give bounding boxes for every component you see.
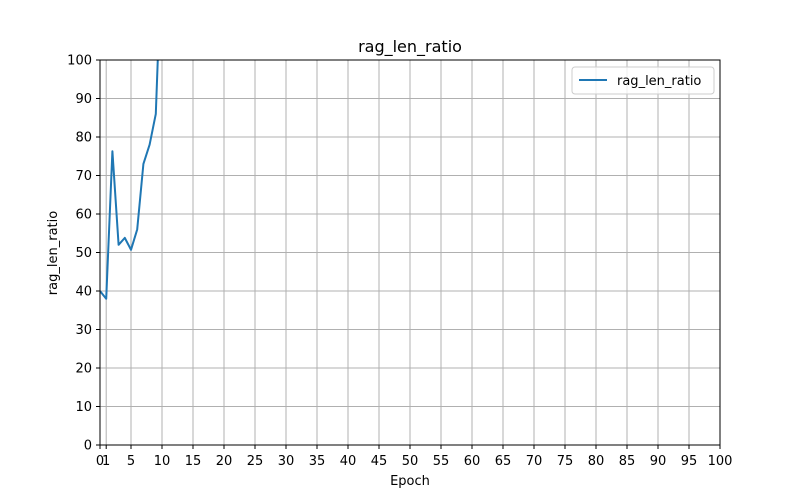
x-tick-label: 65 — [495, 454, 512, 469]
legend: rag_len_ratio — [571, 66, 715, 95]
x-tick-label: 80 — [588, 454, 605, 469]
x-tick-label: 55 — [433, 454, 450, 469]
x-tick-label: 1 — [102, 454, 110, 469]
x-tick-label: 15 — [185, 454, 202, 469]
x-tick-label: 50 — [402, 454, 419, 469]
x-tick-label: 20 — [216, 454, 233, 469]
series-line — [100, 60, 159, 300]
x-tick-label: 85 — [619, 454, 636, 469]
x-tick-label: 75 — [557, 454, 574, 469]
chart-title: rag_len_ratio — [358, 37, 462, 57]
y-tick-label: 50 — [75, 246, 92, 261]
grid — [99, 59, 721, 446]
x-tick-label: 35 — [309, 454, 326, 469]
x-tick-label: 25 — [247, 454, 264, 469]
x-axis: 0 5 10 15 20 25 30 35 40 45 50 55 60 65 70 75 80 85 90 95 10… — [96, 445, 733, 469]
y-tick-label: 70 — [75, 169, 92, 184]
y-tick-label: 80 — [75, 131, 92, 146]
y-tick-label: 40 — [75, 285, 92, 300]
legend-label: rag_len_ratio — [617, 74, 701, 89]
series-group — [100, 60, 159, 300]
x-tick-label: 90 — [650, 454, 667, 469]
x-tick-label: 70 — [526, 454, 543, 469]
y-tick-label: 0 — [84, 439, 92, 454]
x-tick-label: 40 — [340, 454, 357, 469]
y-tick-label: 20 — [75, 362, 92, 377]
legend-box — [571, 66, 715, 95]
x-tick-label: 100 — [708, 454, 733, 469]
x-tick-label: 60 — [464, 454, 481, 469]
x-tick-label: 95 — [681, 454, 698, 469]
y-axis-label: rag_len_ratio — [46, 211, 61, 295]
y-tick-label: 10 — [75, 400, 92, 415]
y-tick-label: 90 — [75, 92, 92, 107]
y-tick-label: 60 — [75, 208, 92, 223]
x-tick-label: 45 — [371, 454, 388, 469]
x-tick-label: 10 — [154, 454, 171, 469]
y-tick-label: 100 — [67, 54, 92, 69]
y-tick-label: 30 — [75, 323, 92, 338]
y-axis: 0 10 20 30 40 50 60 70 80 90 100 — [67, 54, 100, 454]
x-axis-label: Epoch — [390, 474, 430, 489]
x-tick-label: 5 — [127, 454, 135, 469]
x-tick-label: 0 — [96, 454, 104, 469]
x-tick-label: 30 — [278, 454, 295, 469]
